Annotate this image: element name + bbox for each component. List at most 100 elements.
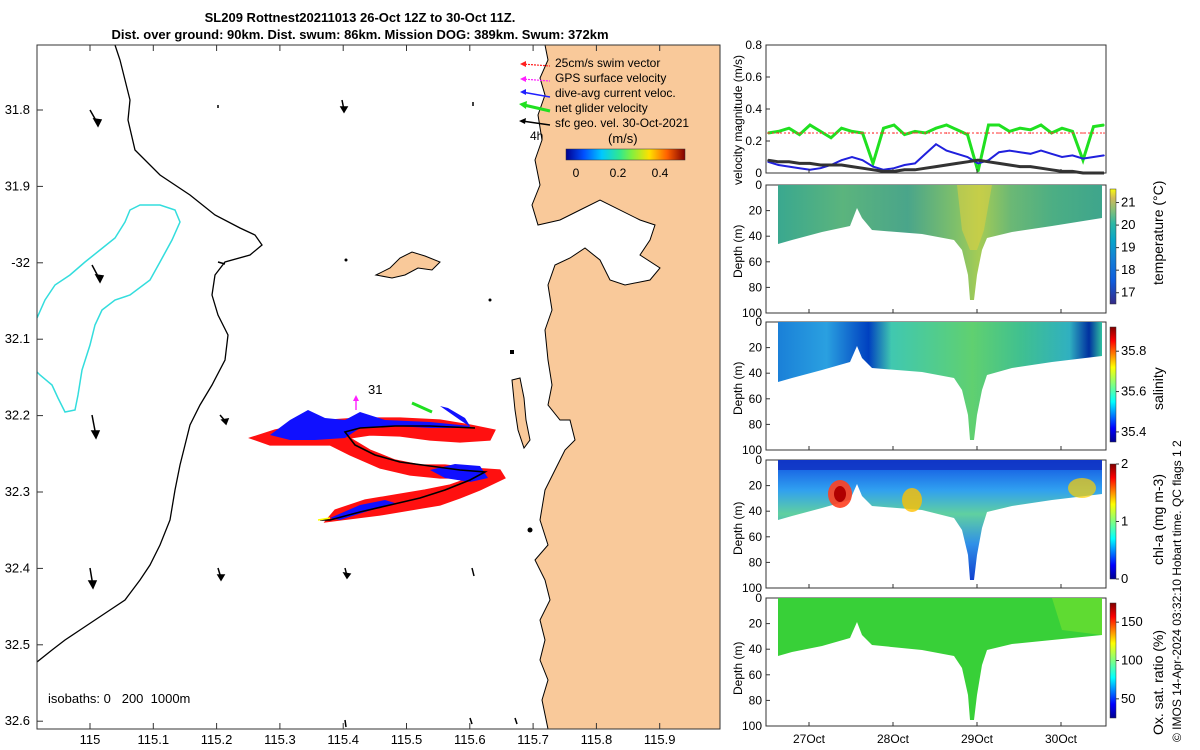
temperature-section-panel: 0 20 40 60 80 100 Depth (m) 17 18 19 20 21 temper… — [731, 178, 1166, 320]
velocity-point — [1029, 132, 1032, 134]
velocity-point — [1029, 129, 1032, 131]
time-tick-label: 30Oct — [1045, 732, 1078, 746]
lon-tick-label: 115.5 — [391, 732, 423, 747]
velocity-point — [987, 132, 990, 134]
depth-tick-label: 60 — [749, 530, 763, 544]
velocity-point — [1029, 165, 1032, 168]
velocity-ytick-label: 0.4 — [745, 102, 762, 116]
legend-net-glider-velocity: net glider velocity — [519, 101, 648, 115]
depth-tick-label: 0 — [755, 591, 762, 605]
glider-track — [320, 425, 488, 521]
velocity-point — [945, 149, 948, 152]
lat-tick-label: 32.6 — [5, 713, 30, 728]
velocity-point — [903, 132, 906, 134]
swim-vector-blob — [248, 417, 506, 523]
velocity-point — [1071, 130, 1074, 133]
velocity-point — [872, 165, 874, 168]
lon-tick-label: 115.3 — [264, 732, 296, 747]
velocity-point — [987, 161, 990, 163]
longitude-ticks: 115 115.1 115.2 115.3 115.4 115.5 115.6 115.7 11… — [80, 45, 675, 747]
chla-colorbar — [1109, 463, 1117, 580]
title-line-2: Dist. over ground: 90km. Dist. swum: 86k… — [111, 27, 609, 42]
time-tick-label: 29Oct — [961, 732, 994, 746]
velocity-point — [1092, 132, 1095, 134]
velocity-point — [830, 132, 832, 134]
velocity-point — [798, 132, 801, 134]
salinity-colorbar — [1109, 326, 1117, 443]
velocity-point — [977, 170, 979, 173]
temperature-ylabel: Depth (m) — [731, 225, 745, 278]
velocity-point — [872, 169, 874, 171]
velocity-point — [924, 132, 927, 134]
velocity-point — [945, 164, 948, 166]
depth-tick-label: 80 — [749, 555, 763, 569]
velocity-point — [1082, 172, 1084, 174]
velocity-point — [788, 165, 790, 168]
chla-ylabel: Depth (m) — [731, 502, 745, 555]
garden-island — [511, 377, 531, 450]
map-legend: 25cm/s swim vector GPS surface velocity … — [519, 56, 689, 180]
velocity-point — [851, 165, 853, 168]
chla-colorbar-ticks: 0 1 2 — [1116, 456, 1128, 586]
lon-tick-label: 115.8 — [581, 732, 613, 747]
depth-tick-label: 40 — [749, 504, 763, 518]
isobath-1000m — [37, 204, 181, 413]
velocity-point — [935, 132, 937, 134]
colorbar-tick-label: 100 — [1121, 653, 1143, 668]
profile-panels: 0 0.2 0.4 0.6 0.8 velocity magnitude (m/s) 0… — [731, 38, 1166, 746]
lon-tick-label: 115.6 — [454, 732, 486, 747]
velocity-point — [1061, 132, 1063, 134]
velocity-point — [977, 162, 979, 165]
velocity-point — [987, 124, 990, 126]
colorbar-tick-label: 20 — [1121, 217, 1135, 232]
colorbar-tick-label: 1 — [1121, 514, 1128, 529]
time-tick-label: 27Oct — [793, 732, 826, 746]
velocity-point — [798, 162, 801, 165]
velocity-point — [903, 164, 906, 166]
velocity-point — [1019, 165, 1021, 168]
velocity-point — [1008, 149, 1011, 152]
velocity-point — [956, 132, 958, 134]
depth-tick-label: 20 — [749, 204, 763, 218]
velocity-point — [798, 167, 801, 169]
oxygen-depth-ticks: 0 20 40 60 80 100 — [742, 591, 770, 733]
colorbar-tick-label: 0.2 — [610, 166, 627, 180]
velocity-point — [1019, 132, 1021, 134]
velocity-point — [966, 132, 969, 134]
latitude-ticks: 31.8 31.9 -32 32.1 32.2 32.3 32.4 32.5 32.6 — [5, 102, 43, 728]
colorbar-tick-label: 0.4 — [652, 166, 669, 180]
velocity-point — [1082, 159, 1084, 161]
depth-tick-label: 60 — [749, 255, 763, 269]
velocity-point — [956, 162, 958, 165]
velocity-point — [966, 133, 969, 136]
velocity-point — [1092, 125, 1095, 128]
velocity-point — [893, 167, 895, 169]
lat-tick-label: -32 — [11, 255, 30, 270]
legend-sfc-geo-velocity: sfc geo. vel. 30-Oct-2021 — [519, 116, 689, 130]
title-line-1: SL209 Rottnest20211013 26-Oct 12Z to 30-… — [204, 10, 516, 25]
velocity-point — [809, 124, 811, 126]
velocity-point — [1082, 132, 1084, 134]
temperature-colorbar — [1109, 188, 1117, 305]
velocity-point — [998, 151, 1000, 153]
chla-depth-ticks: 0 20 40 60 80 100 — [742, 453, 770, 595]
salinity-ylabel: Depth (m) — [731, 362, 745, 415]
depth-tick-label: 100 — [742, 443, 762, 457]
velocity-point — [798, 133, 801, 136]
colorbar-tick-label: 19 — [1121, 240, 1135, 255]
lon-tick-label: 115.7 — [517, 732, 549, 747]
velocity-point — [956, 153, 958, 155]
velocity-point — [788, 127, 790, 129]
velocity-point — [840, 164, 843, 166]
velocity-point — [935, 165, 937, 168]
mainland-land — [531, 45, 720, 729]
velocity-point — [1040, 167, 1042, 169]
lat-tick-label: 32.5 — [5, 637, 30, 652]
depth-tick-label: 40 — [749, 642, 763, 656]
colorbar-tick-label: 0 — [573, 166, 580, 180]
velocity-point — [956, 129, 958, 131]
velocity-point — [861, 167, 864, 169]
temperature-section — [778, 185, 1102, 300]
timestep-label: 4h — [530, 129, 543, 143]
velocity-point — [966, 161, 969, 163]
